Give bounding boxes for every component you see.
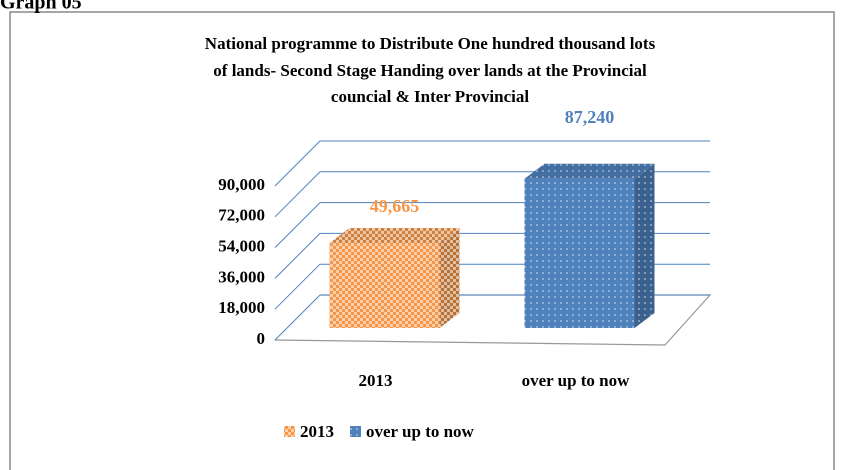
bar-front [329, 243, 440, 328]
y-tick-label: 54,000 [218, 237, 265, 256]
y-tick-label: 72,000 [218, 206, 265, 225]
chart-border [9, 11, 835, 470]
bar-top [524, 163, 655, 179]
chart-title: of lands- Second Stage Handing over land… [213, 61, 647, 80]
bar-side [634, 163, 655, 328]
x-tick-label: over up to now [522, 371, 631, 390]
bar-front [524, 178, 635, 328]
bar-top [329, 228, 460, 244]
bar [329, 228, 460, 328]
bar-side [439, 228, 460, 328]
bar [524, 163, 655, 328]
chart-title: National programme to Distribute One hun… [205, 34, 656, 53]
chart-title: councial & Inter Provincial [331, 87, 529, 106]
y-tick-label: 18,000 [218, 298, 265, 317]
y-tick-label: 36,000 [218, 267, 265, 286]
legend-label: 2013 [300, 422, 334, 441]
value-label: 87,240 [565, 107, 615, 127]
y-tick-label: 90,000 [218, 175, 265, 194]
legend-label: over up to now [366, 422, 475, 441]
heading: Graph 05 [0, 0, 82, 14]
grid-line [274, 140, 710, 187]
legend-swatch [350, 426, 361, 437]
x-tick-label: 2013 [359, 371, 393, 390]
value-label: 49,665 [370, 196, 420, 216]
y-tick-label: 0 [257, 329, 266, 348]
legend-swatch [284, 426, 295, 437]
